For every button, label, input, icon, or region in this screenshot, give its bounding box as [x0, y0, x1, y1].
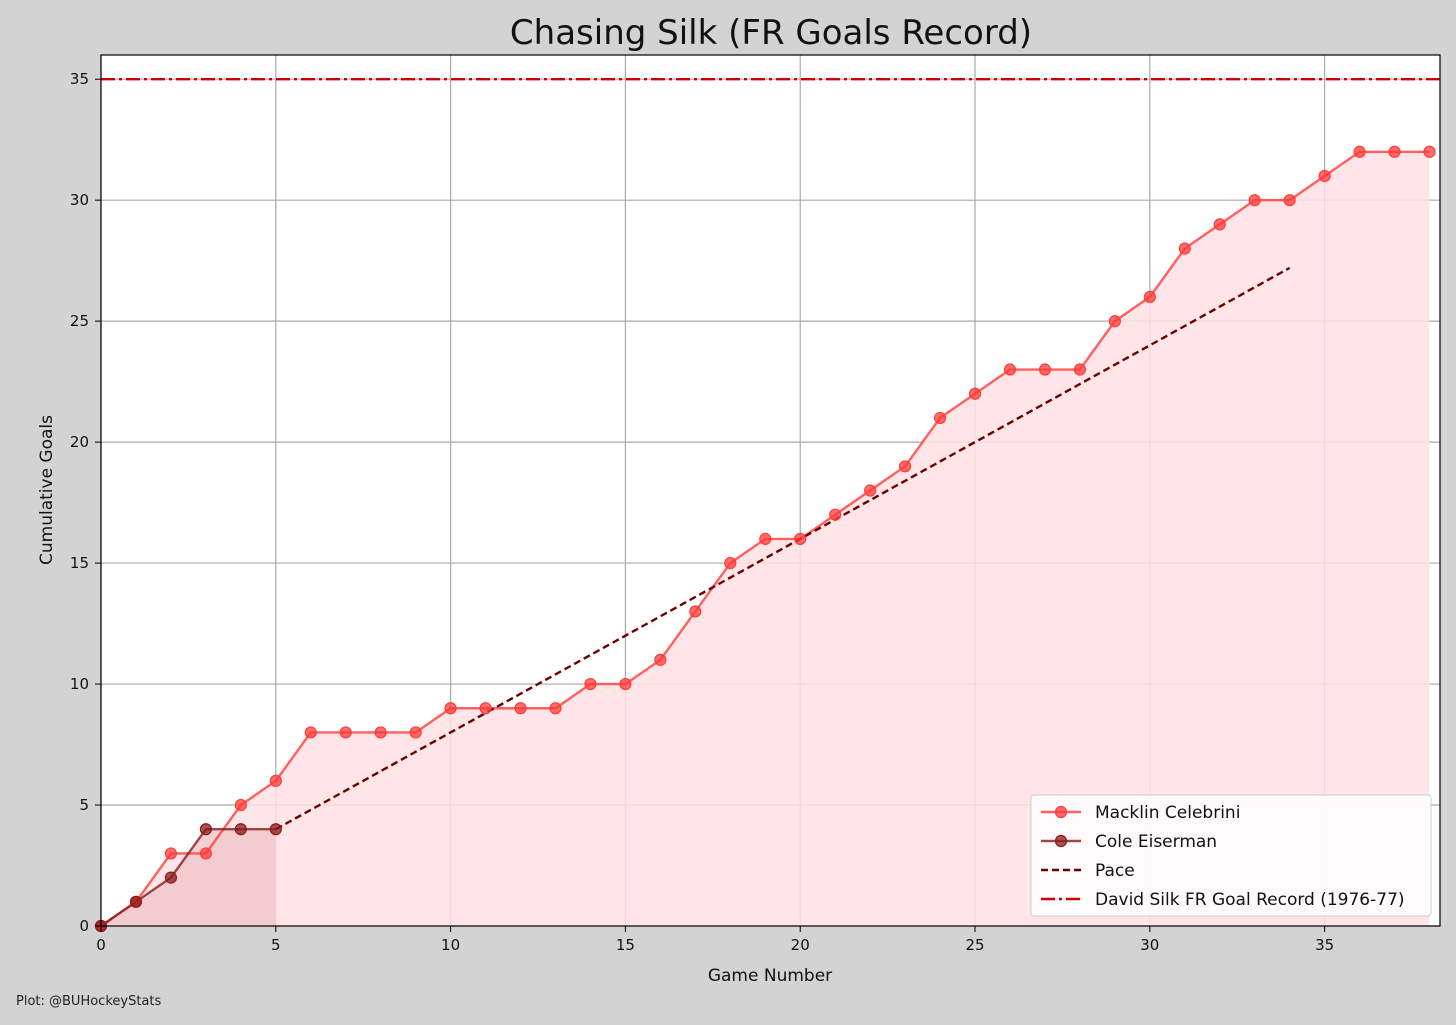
macklin-celebrini-point [759, 532, 772, 545]
cole-eiserman-point [164, 871, 178, 884]
macklin-celebrini-point [199, 847, 212, 860]
y-tick-label: 0 [79, 917, 89, 935]
macklin-celebrini-point [549, 702, 562, 715]
macklin-celebrini-point [514, 702, 527, 715]
macklin-celebrini-point [1178, 242, 1191, 255]
cole-eiserman-point [199, 823, 212, 836]
axis-ticks: 0 5 10 15 20 25 30 35 0 5 10 15 20 25 30 35 [70, 70, 1334, 954]
macklin-celebrini-point [1353, 145, 1366, 158]
macklin-celebrini-point [374, 726, 387, 739]
macklin-celebrini-point [968, 387, 982, 400]
y-tick-label: 20 [70, 433, 89, 451]
legend-box [1030, 794, 1432, 917]
macklin-celebrini-point [1318, 169, 1331, 183]
plot-frame [100, 54, 1441, 927]
legend-label: David Silk FR Goal Record (1976-77) [1095, 890, 1405, 910]
macklin-celebrini-point [933, 411, 947, 425]
macklin-celebrini-point [1423, 145, 1436, 158]
cole-eiserman-point [269, 823, 282, 836]
x-tick-label: 25 [965, 936, 984, 954]
macklin-celebrini-point [269, 774, 282, 787]
macklin-celebrini-point [409, 726, 422, 739]
macklin-celebrini-point [864, 484, 877, 497]
y-tick-label: 5 [79, 796, 89, 814]
macklin-celebrini-point [1213, 218, 1226, 231]
cole-eiserman-point [129, 895, 143, 908]
legend-label: Pace [1095, 861, 1135, 881]
y-tick-label: 30 [70, 191, 89, 209]
macklin-celebrini-point [1003, 363, 1017, 376]
macklin-celebrini-point [619, 677, 632, 691]
x-tick-label: 10 [441, 936, 460, 954]
legend: Macklin Celebrini Cole Eiserman Pace David … [1030, 794, 1432, 917]
x-tick-label: 0 [96, 936, 106, 954]
macklin-celebrini-point [1038, 363, 1052, 376]
cole-eiserman-area [101, 829, 276, 926]
macklin-celebrini-point [584, 677, 597, 691]
legend-marker [1054, 805, 1068, 819]
x-tick-label: 20 [791, 936, 810, 954]
macklin-celebrini-point [1388, 145, 1401, 158]
macklin-celebrini-point [1143, 290, 1156, 304]
macklin-celebrini-point [164, 847, 178, 860]
x-axis-label: Game Number [708, 966, 832, 986]
pace-line [275, 266, 1291, 831]
x-tick-label: 5 [271, 936, 281, 954]
macklin-celebrini-point [234, 798, 247, 812]
x-tick-label: 35 [1315, 936, 1334, 954]
macklin-celebrini-point [1283, 194, 1296, 207]
cole-eiserman-point [234, 823, 247, 836]
macklin-celebrini-point [829, 508, 842, 521]
chart-title: Chasing Silk (FR Goals Record) [510, 13, 1032, 53]
series-markers [94, 145, 1436, 933]
y-tick-label: 10 [70, 675, 89, 693]
y-tick-label: 25 [70, 312, 89, 330]
legend-label: Macklin Celebrini [1095, 803, 1240, 823]
x-tick-label: 30 [1140, 936, 1159, 954]
macklin-celebrini-point [689, 605, 702, 618]
macklin-celebrini-point [1073, 363, 1087, 376]
macklin-celebrini-point [1108, 315, 1121, 328]
y-axis-label: Cumulative Goals [37, 415, 57, 565]
macklin-celebrini-point [794, 532, 807, 545]
macklin-celebrini-point [898, 460, 912, 473]
macklin-celebrini-point [304, 726, 317, 739]
legend-label: Cole Eiserman [1095, 832, 1217, 852]
macklin-celebrini-point [444, 702, 457, 715]
macklin-celebrini-point [1248, 194, 1261, 207]
plot-credit: Plot: @BUHockeyStats [16, 994, 161, 1009]
x-tick-label: 15 [616, 936, 635, 954]
y-tick-label: 35 [70, 70, 89, 88]
macklin-celebrini-point [339, 726, 352, 739]
macklin-celebrini-point [724, 556, 737, 570]
y-tick-label: 15 [70, 554, 89, 572]
macklin-celebrini-point [479, 702, 492, 715]
legend-marker [1054, 834, 1068, 848]
macklin-celebrini-point [654, 653, 667, 666]
